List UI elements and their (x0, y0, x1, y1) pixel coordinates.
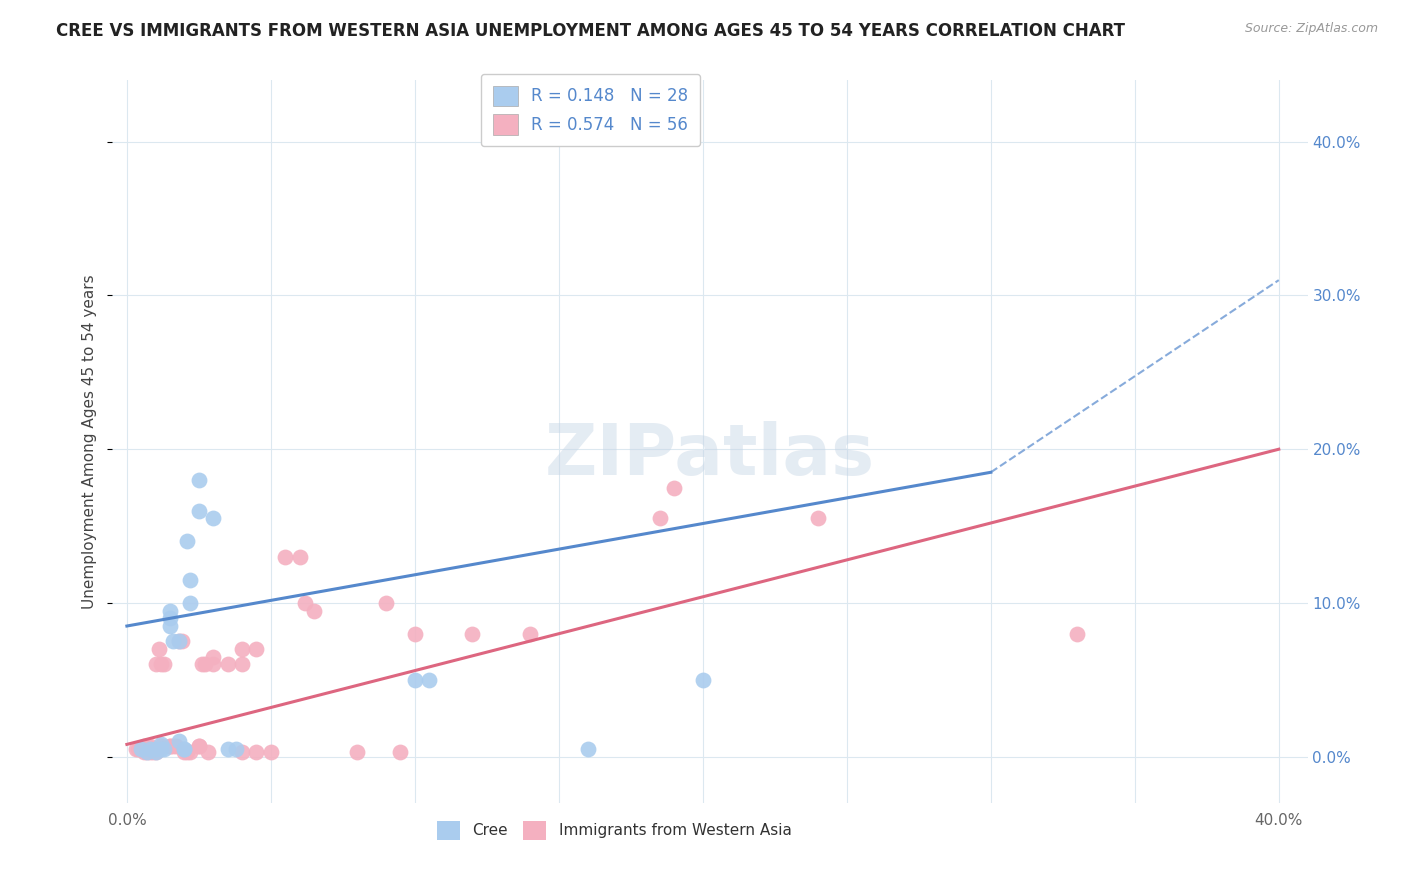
Point (179, 745, 201, 759)
Point (202, 657, 225, 672)
Point (136, 745, 159, 759)
Point (142, 742, 165, 756)
Point (159, 604, 181, 618)
Point (187, 739, 209, 753)
Point (167, 634, 190, 648)
Point (202, 649, 225, 664)
Point (187, 504, 209, 518)
Point (173, 742, 195, 756)
Point (1066, 626, 1088, 640)
Point (124, 742, 146, 756)
Point (139, 745, 162, 759)
Point (159, 611, 181, 625)
Point (165, 739, 187, 753)
Point (217, 657, 239, 672)
Y-axis label: Unemployment Among Ages 45 to 54 years: Unemployment Among Ages 45 to 54 years (82, 274, 97, 609)
Point (139, 742, 162, 756)
Point (187, 739, 209, 753)
Text: ZIPatlas: ZIPatlas (546, 422, 875, 491)
Point (162, 739, 184, 753)
Point (148, 642, 170, 657)
Point (176, 534, 198, 549)
Point (145, 745, 167, 759)
Point (202, 511, 225, 525)
Point (346, 745, 368, 759)
Point (389, 745, 412, 759)
Point (260, 745, 283, 759)
Point (159, 739, 181, 753)
Point (245, 642, 267, 657)
Point (129, 742, 152, 756)
Point (150, 657, 173, 672)
Point (418, 673, 440, 687)
Point (142, 745, 165, 759)
Point (179, 596, 201, 610)
Point (274, 549, 297, 564)
Point (404, 626, 426, 640)
Point (173, 745, 195, 759)
Point (231, 745, 253, 759)
Point (404, 673, 426, 687)
Point (179, 573, 201, 587)
Legend: Cree, Immigrants from Western Asia: Cree, Immigrants from Western Asia (432, 815, 797, 846)
Point (648, 511, 671, 525)
Point (197, 745, 219, 759)
Point (134, 739, 156, 753)
Point (139, 742, 162, 756)
Point (231, 642, 253, 657)
Point (159, 739, 181, 753)
Point (150, 739, 173, 753)
Point (145, 742, 167, 756)
Point (150, 738, 173, 752)
Point (136, 739, 159, 753)
Point (375, 596, 398, 610)
Point (461, 626, 484, 640)
Point (129, 742, 152, 756)
Point (807, 511, 830, 525)
Point (176, 745, 198, 759)
Point (139, 739, 162, 753)
Point (245, 745, 267, 759)
Point (519, 626, 541, 640)
Point (294, 596, 316, 610)
Point (231, 657, 253, 672)
Point (162, 634, 184, 648)
Point (170, 634, 193, 648)
Point (302, 604, 325, 618)
Point (150, 742, 173, 756)
Point (145, 657, 167, 672)
Text: Source: ZipAtlas.com: Source: ZipAtlas.com (1244, 22, 1378, 36)
Point (145, 745, 167, 759)
Point (153, 657, 176, 672)
Point (217, 742, 239, 756)
Point (127, 742, 149, 756)
Point (187, 473, 209, 487)
Point (225, 742, 247, 756)
Point (190, 657, 212, 672)
Point (662, 481, 685, 495)
Point (167, 734, 190, 748)
Text: CREE VS IMMIGRANTS FROM WESTERN ASIA UNEMPLOYMENT AMONG AGES 45 TO 54 YEARS CORR: CREE VS IMMIGRANTS FROM WESTERN ASIA UNE… (56, 22, 1125, 40)
Point (153, 742, 176, 756)
Point (136, 745, 159, 759)
Point (145, 742, 167, 756)
Point (692, 673, 714, 687)
Point (576, 742, 599, 756)
Point (288, 549, 311, 564)
Point (167, 634, 190, 648)
Point (173, 742, 195, 756)
Point (159, 619, 181, 633)
Point (194, 657, 217, 672)
Point (134, 745, 156, 759)
